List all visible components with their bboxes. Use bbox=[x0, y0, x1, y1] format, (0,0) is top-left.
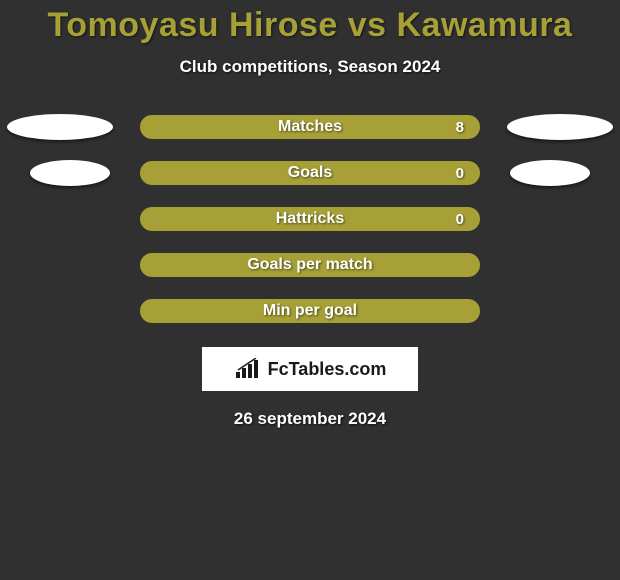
stat-value-right: 0 bbox=[456, 165, 464, 182]
stat-label: Hattricks bbox=[276, 210, 344, 228]
stat-row: Goals 0 bbox=[0, 161, 620, 185]
stat-label: Matches bbox=[278, 118, 342, 136]
stat-row: Min per goal bbox=[0, 299, 620, 323]
stats-rows: Matches 8 Goals 0 Hattricks 0 Goals per match M… bbox=[0, 115, 620, 323]
stat-bar: Hattricks 0 bbox=[140, 207, 480, 231]
bars-chart-icon bbox=[234, 358, 264, 380]
stat-bar: Min per goal bbox=[140, 299, 480, 323]
comparison-infographic: Tomoyasu Hirose vs Kawamura Club competi… bbox=[0, 0, 620, 429]
stat-bar: Goals per match bbox=[140, 253, 480, 277]
brand-text: FcTables.com bbox=[268, 359, 387, 380]
stat-row: Matches 8 bbox=[0, 115, 620, 139]
page-title: Tomoyasu Hirose vs Kawamura bbox=[48, 6, 573, 45]
stat-row: Goals per match bbox=[0, 253, 620, 277]
stat-label: Min per goal bbox=[263, 302, 357, 320]
date-line: 26 september 2024 bbox=[234, 409, 386, 429]
left-ellipse bbox=[30, 160, 110, 186]
stat-bar: Matches 8 bbox=[140, 115, 480, 139]
stat-value-right: 8 bbox=[456, 119, 464, 136]
stat-value-right: 0 bbox=[456, 211, 464, 228]
right-ellipse bbox=[510, 160, 590, 186]
stat-label: Goals bbox=[288, 164, 332, 182]
left-ellipse bbox=[7, 114, 113, 140]
right-ellipse bbox=[507, 114, 613, 140]
stat-bar: Goals 0 bbox=[140, 161, 480, 185]
subtitle: Club competitions, Season 2024 bbox=[180, 57, 441, 77]
stat-label: Goals per match bbox=[247, 256, 372, 274]
brand-box: FcTables.com bbox=[202, 347, 418, 391]
stat-row: Hattricks 0 bbox=[0, 207, 620, 231]
